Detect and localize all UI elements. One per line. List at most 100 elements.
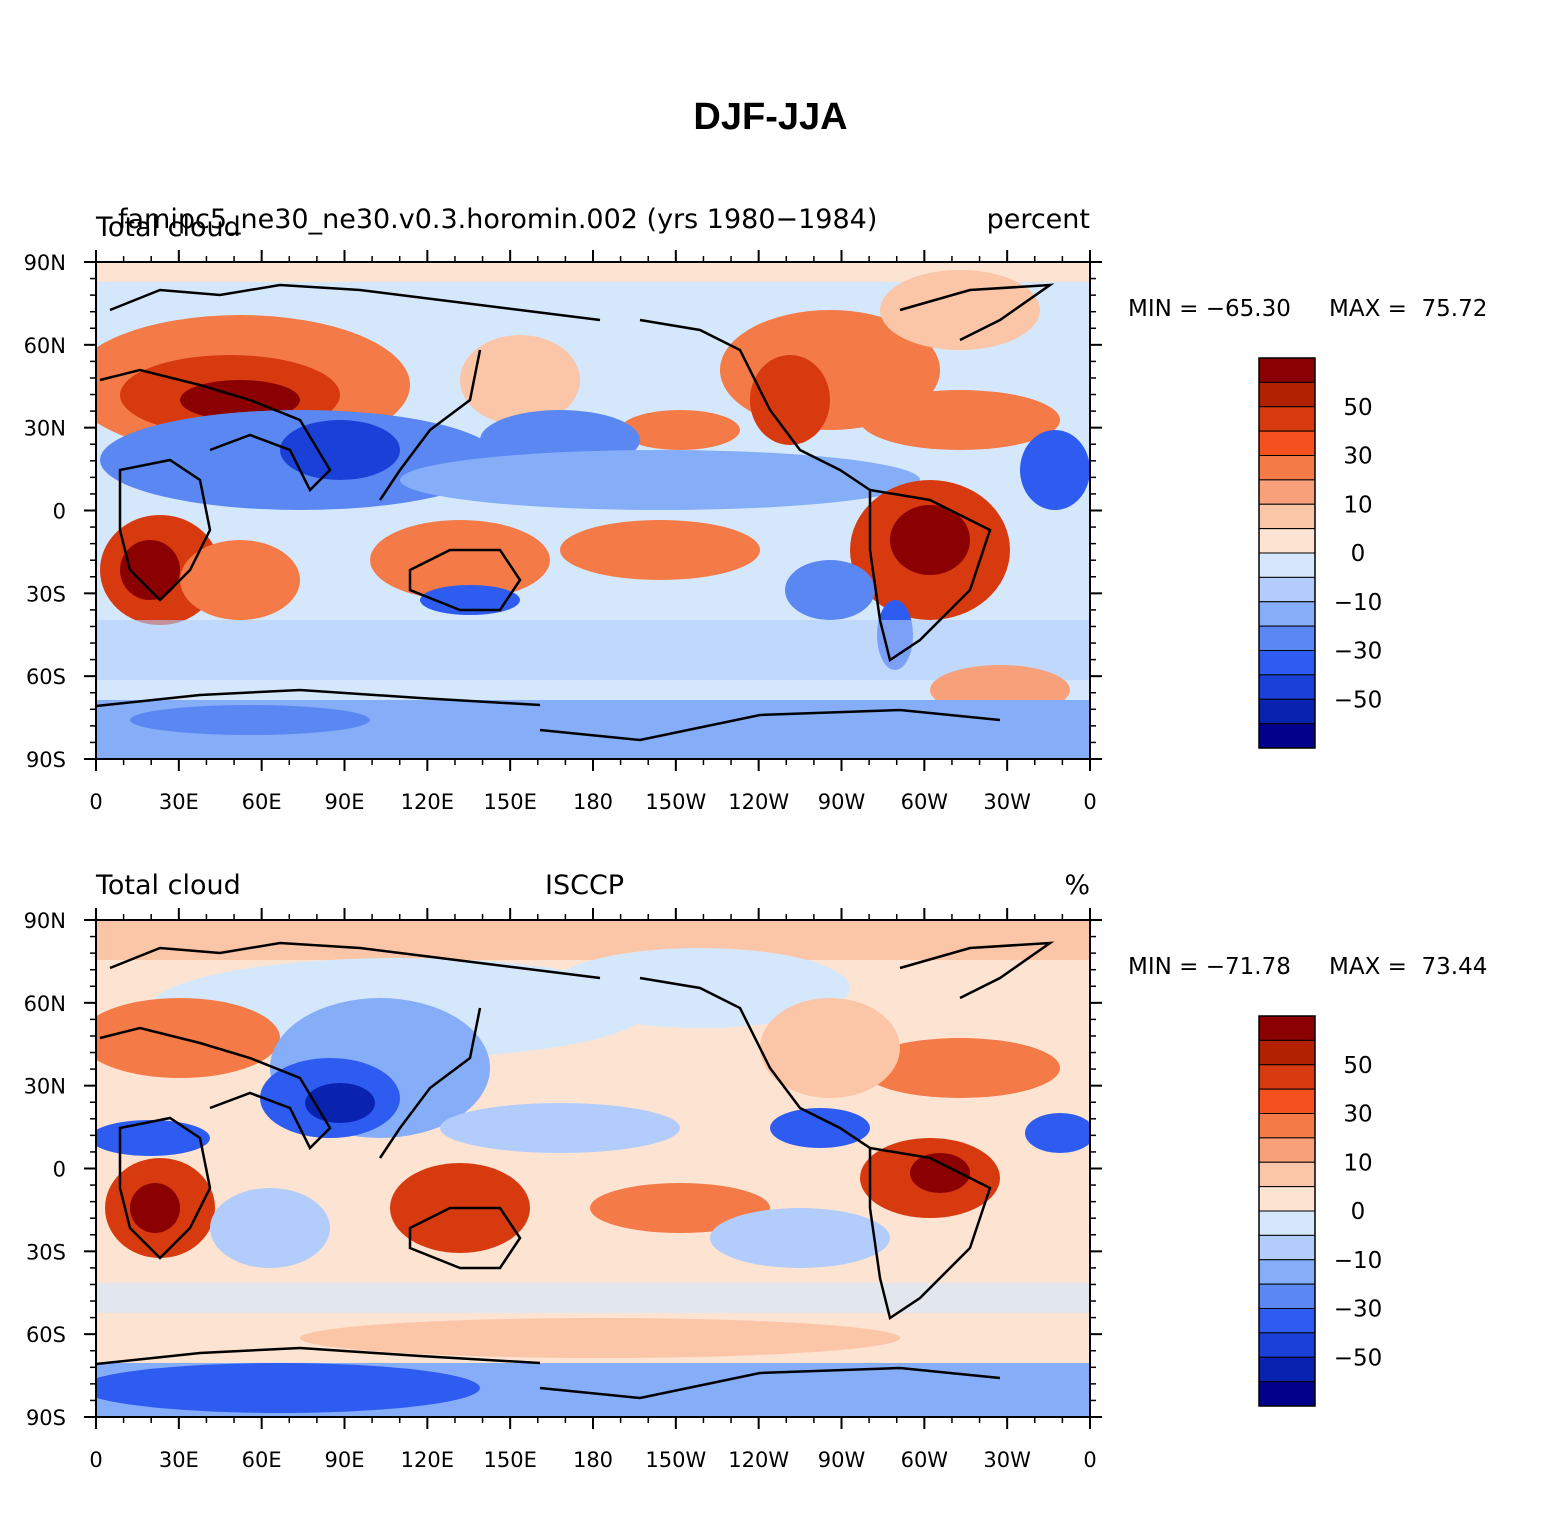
lon-tick-label: 120W xyxy=(728,1448,789,1472)
colorbar-swatch xyxy=(1258,1064,1316,1090)
isccp-axis-ticks: 90N 60N 30N 0 30S 60S 90S 0 30E 60E 90E 120E 150E 180… xyxy=(24,908,1102,1472)
colorbar-label: −50 xyxy=(1334,1345,1383,1371)
colorbar-swatch xyxy=(1258,576,1316,603)
lon-tick-label: 120E xyxy=(401,1448,454,1472)
isccp-left-label: Total cloud xyxy=(96,870,241,901)
model-right-label: percent xyxy=(986,204,1090,235)
colorbar-swatch xyxy=(1258,1088,1316,1114)
colorbar-swatch xyxy=(1258,479,1316,505)
model-min-label: MIN = −65.30 xyxy=(1128,296,1291,322)
lon-tick-label: 0 xyxy=(1083,790,1096,814)
colorbar-swatch xyxy=(1258,357,1316,383)
lat-tick-label: 30S xyxy=(26,582,66,606)
colorbar-swatch xyxy=(1258,1137,1316,1163)
lon-tick-label: 150W xyxy=(645,1448,706,1472)
isccp-max-label: MAX = 73.44 xyxy=(1329,954,1488,980)
lat-tick-label: 90N xyxy=(24,251,66,275)
model-colorbar: 50 30 10 0 −10 −30 −50 xyxy=(1258,357,1383,749)
lon-tick-label: 60W xyxy=(901,1448,949,1472)
lon-tick-label: 30E xyxy=(159,790,199,814)
lat-tick-label: 90S xyxy=(26,1406,66,1430)
isccp-panel: 90N 60N 30N 0 30S 60S 90S 0 30E 60E 90E 120E 150E 180… xyxy=(0,828,1541,1488)
colorbar-swatch xyxy=(1258,1332,1316,1358)
model-left-label: Total cloud xyxy=(96,212,241,243)
colorbar-label: 50 xyxy=(1343,1053,1372,1079)
colorbar-label: 30 xyxy=(1343,1102,1372,1128)
colorbar-swatch xyxy=(1258,1381,1316,1407)
lon-tick-label: 90W xyxy=(818,1448,866,1472)
colorbar-swatch xyxy=(1258,1113,1316,1139)
colorbar-swatch xyxy=(1258,1308,1316,1334)
colorbar-label: 30 xyxy=(1343,444,1372,470)
lon-tick-label: 60E xyxy=(242,1448,282,1472)
colorbar-swatch xyxy=(1258,1356,1316,1383)
colorbar-frame xyxy=(1258,357,1316,749)
colorbar-label: 0 xyxy=(1351,1199,1366,1225)
colorbar-swatch xyxy=(1258,1039,1316,1066)
isccp-min-label: MIN = −71.78 xyxy=(1128,954,1291,980)
lon-tick-label: 150E xyxy=(483,1448,536,1472)
colorbar-label: −30 xyxy=(1334,1297,1383,1323)
model-max-label: MAX = 75.72 xyxy=(1329,296,1488,322)
colorbar-label: −30 xyxy=(1334,639,1383,665)
colorbar-swatch xyxy=(1258,650,1316,676)
colorbar-swatch xyxy=(1258,528,1316,554)
colorbar-swatch xyxy=(1258,601,1316,627)
lon-tick-label: 0 xyxy=(89,790,102,814)
colorbar-swatch xyxy=(1258,1161,1316,1188)
colorbar-frame xyxy=(1258,1015,1316,1407)
lon-tick-label: 0 xyxy=(89,1448,102,1472)
model-axis-ticks: 90N 60N 30N 0 30S 60S 90S 0 30E 60E 90E 120E 150E 180… xyxy=(24,250,1102,814)
model-coastlines xyxy=(96,283,1055,742)
colorbar-swatch xyxy=(1258,381,1316,408)
colorbar-swatch xyxy=(1258,1186,1316,1212)
colorbar-label: 0 xyxy=(1351,541,1366,567)
colorbar-swatch xyxy=(1258,1234,1316,1261)
lat-tick-label: 0 xyxy=(53,1158,66,1182)
model-map-svg: 90N 60N 30N 0 30S 60S 90S 0 30E 60E 90E 120E 150E 180… xyxy=(24,250,1383,814)
lon-tick-label: 60W xyxy=(901,790,949,814)
lat-tick-label: 0 xyxy=(53,500,66,524)
colorbar-swatch xyxy=(1258,1015,1316,1041)
lat-tick-label: 60N xyxy=(24,992,66,1016)
colorbar-swatch xyxy=(1258,455,1316,481)
isccp-map-svg: 90N 60N 30N 0 30S 60S 90S 0 30E 60E 90E 120E 150E 180… xyxy=(24,908,1383,1472)
colorbar-swatch xyxy=(1258,406,1316,432)
model-center-label: famipc5_ne30_ne30.v0.3.horomin.002 (yrs … xyxy=(118,204,878,235)
lat-tick-label: 30N xyxy=(24,1075,66,1099)
colorbar-swatch xyxy=(1258,1283,1316,1309)
lon-tick-label: 60E xyxy=(242,790,282,814)
lat-tick-label: 60N xyxy=(24,334,66,358)
figure-title: DJF-JJA xyxy=(693,96,848,138)
lon-tick-label: 0 xyxy=(1083,1448,1096,1472)
lon-tick-label: 150W xyxy=(645,790,706,814)
lat-tick-label: 90N xyxy=(24,909,66,933)
colorbar-swatch xyxy=(1258,430,1316,456)
isccp-right-label: % xyxy=(1064,870,1090,901)
lon-tick-label: 180 xyxy=(573,790,613,814)
colorbar-swatch xyxy=(1258,674,1316,700)
lat-tick-label: 60S xyxy=(26,1323,66,1347)
lon-tick-label: 30W xyxy=(983,1448,1031,1472)
lon-tick-label: 120W xyxy=(728,790,789,814)
lon-tick-label: 90E xyxy=(325,1448,365,1472)
lat-tick-label: 90S xyxy=(26,748,66,772)
lon-tick-label: 30E xyxy=(159,1448,199,1472)
lon-tick-label: 90W xyxy=(818,790,866,814)
lon-tick-label: 150E xyxy=(483,790,536,814)
lon-tick-label: 30W xyxy=(983,790,1031,814)
colorbar-label: 50 xyxy=(1343,395,1372,421)
model-panel: 90N 60N 30N 0 30S 60S 90S 0 30E 60E 90E 120E 150E 180… xyxy=(0,170,1541,830)
lon-tick-label: 180 xyxy=(573,1448,613,1472)
isccp-field xyxy=(96,920,1090,1417)
colorbar-swatch xyxy=(1258,723,1316,749)
isccp-center-label: ISCCP xyxy=(545,870,625,901)
lon-tick-label: 90E xyxy=(325,790,365,814)
isccp-colorbar: 50 30 10 0 −10 −30 −50 xyxy=(1258,1015,1383,1407)
lon-tick-label: 120E xyxy=(401,790,454,814)
colorbar-swatch xyxy=(1258,625,1316,651)
isccp-coastlines xyxy=(96,941,1055,1400)
colorbar-swatch xyxy=(1258,503,1316,530)
colorbar-swatch xyxy=(1258,552,1316,578)
lat-tick-label: 30N xyxy=(24,417,66,441)
